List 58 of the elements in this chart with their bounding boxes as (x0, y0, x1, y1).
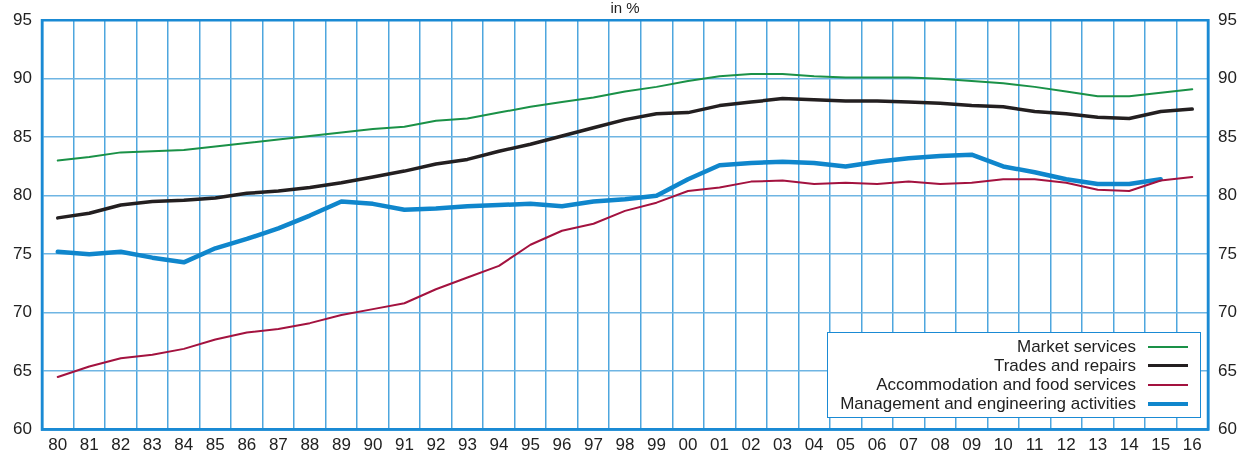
y-tick-label: 70 (13, 302, 32, 322)
x-tick-label: 91 (394, 435, 414, 455)
x-tick-label: 00 (678, 435, 698, 455)
y-tick-label: 90 (13, 68, 32, 88)
x-tick-label: 09 (962, 435, 982, 455)
y-tick-label: 65 (13, 360, 32, 380)
x-tick-label: 86 (237, 435, 257, 455)
y2-tick-label: 90 (1218, 68, 1237, 88)
x-tick-label: 98 (615, 435, 635, 455)
x-tick-label: 82 (111, 435, 131, 455)
y-tick-label: 80 (13, 185, 32, 205)
x-tick-label: 08 (930, 435, 950, 455)
x-tick-label: 97 (584, 435, 603, 455)
x-tick-label: 10 (993, 435, 1013, 455)
y2-tick-label: 60 (1218, 419, 1237, 439)
y2-tick-label: 85 (1218, 126, 1237, 146)
x-tick-label: 13 (1088, 435, 1108, 455)
y-tick-label: 85 (13, 126, 32, 146)
x-tick-label: 80 (48, 435, 68, 455)
y2-tick-label: 95 (1218, 9, 1237, 29)
x-tick-label: 07 (899, 435, 919, 455)
y2-tick-label: 70 (1218, 302, 1237, 322)
legend-label: Management and engineering activities (840, 394, 1136, 413)
x-tick-label: 87 (268, 435, 288, 455)
x-tick-label: 96 (552, 435, 572, 455)
x-tick-label: 99 (647, 435, 666, 455)
y-tick-label: 60 (13, 419, 32, 439)
x-tick-label: 16 (1182, 435, 1202, 455)
x-tick-label: 89 (331, 435, 351, 455)
x-tick-label: 01 (710, 435, 729, 455)
legend-label: Market services (1016, 337, 1136, 356)
x-tick-label: 84 (174, 435, 194, 455)
x-tick-label: 11 (1025, 435, 1044, 455)
x-tick-label: 95 (521, 435, 540, 455)
x-tick-label: 03 (773, 435, 793, 455)
x-tick-label: 12 (1056, 435, 1076, 455)
x-tick-label: 06 (867, 435, 887, 455)
x-tick-label: 83 (142, 435, 162, 455)
x-tick-label: 92 (426, 435, 446, 455)
x-tick-label: 90 (363, 435, 383, 455)
x-tick-label: 85 (205, 435, 225, 455)
y-tick-label: 95 (13, 9, 32, 29)
legend-label: Trades and repairs (993, 356, 1136, 375)
legend-label: Accommodation and food services (876, 375, 1136, 394)
y2-tick-label: 65 (1218, 360, 1237, 380)
y2-tick-label: 80 (1218, 185, 1237, 205)
x-tick-label: 04 (804, 435, 824, 455)
x-tick-label: 81 (79, 435, 99, 455)
x-tick-label: 14 (1119, 435, 1139, 455)
x-tick-label: 93 (457, 435, 477, 455)
x-tick-label: 02 (741, 435, 761, 455)
chart-subtitle: in % (610, 0, 640, 17)
y-tick-label: 75 (13, 243, 32, 263)
x-tick-label: 94 (489, 435, 509, 455)
y2-tick-label: 75 (1218, 243, 1237, 263)
x-tick-label: 15 (1151, 435, 1171, 455)
x-tick-label: 88 (300, 435, 320, 455)
x-tick-label: 05 (836, 435, 856, 455)
